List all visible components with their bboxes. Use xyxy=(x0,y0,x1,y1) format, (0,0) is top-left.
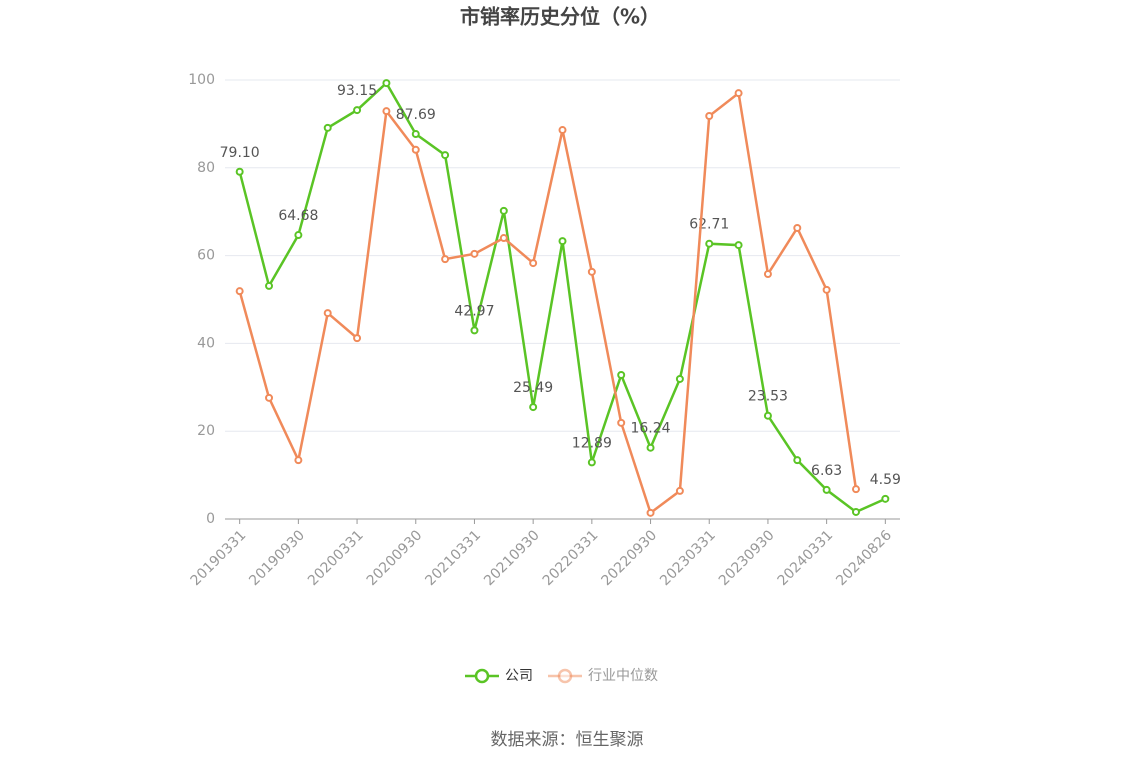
data-point xyxy=(587,267,596,276)
data-label: 12.89 xyxy=(572,435,612,451)
x-tick-label: 20240331 xyxy=(775,527,837,589)
legend-symbol xyxy=(474,668,490,684)
data-point xyxy=(558,126,567,135)
data-point xyxy=(675,374,684,383)
data-label: 64.68 xyxy=(278,208,318,224)
data-point xyxy=(822,485,831,494)
data-label: 87.69 xyxy=(396,107,436,123)
data-label: 79.10 xyxy=(220,145,260,161)
legend-symbol xyxy=(557,668,573,684)
source: 数据来源：恒生聚源 xyxy=(491,730,644,750)
data-point xyxy=(734,89,743,98)
x-tick-label: 20220930 xyxy=(598,527,660,589)
data-label: 16.24 xyxy=(630,421,670,437)
data-label: 93.15 xyxy=(337,83,377,99)
x-tick-label: 20230930 xyxy=(716,527,778,589)
data-point xyxy=(499,234,508,243)
data-point xyxy=(851,485,860,494)
data-point xyxy=(470,326,479,335)
data-point xyxy=(793,223,802,232)
data-point xyxy=(265,281,274,290)
data-point xyxy=(441,255,450,264)
data-point xyxy=(353,334,362,343)
data-point xyxy=(822,285,831,294)
series-line xyxy=(238,81,886,514)
y-tick-label: 100 xyxy=(188,72,215,88)
data-point xyxy=(470,249,479,258)
data-point xyxy=(382,107,391,116)
x-tick-label: 20210331 xyxy=(422,527,484,589)
data-point xyxy=(499,206,508,215)
data-point xyxy=(411,130,420,139)
data-point xyxy=(529,403,538,412)
data-point xyxy=(235,167,244,176)
data-point xyxy=(617,418,626,427)
data-point xyxy=(323,123,332,132)
data-point xyxy=(587,458,596,467)
data-point xyxy=(705,239,714,248)
data-point xyxy=(646,508,655,517)
data-label: 23.53 xyxy=(748,389,788,405)
data-point xyxy=(441,151,450,160)
data-point xyxy=(382,79,391,88)
data-point xyxy=(265,393,274,402)
series-line xyxy=(238,90,858,515)
data-label: 42.97 xyxy=(454,303,494,319)
y-tick-label: 60 xyxy=(197,248,215,264)
chart-title: 市销率历史分位（%） xyxy=(460,5,660,29)
x-tick-label: 20220331 xyxy=(540,527,602,589)
x-tick-label: 20210930 xyxy=(481,527,543,589)
data-point xyxy=(294,456,303,465)
data-point xyxy=(646,443,655,452)
data-point xyxy=(323,309,332,318)
y-tick-label: 80 xyxy=(197,160,215,176)
data-point xyxy=(763,411,772,420)
y-tick-label: 0 xyxy=(206,511,215,527)
x-tick-label: 20240826 xyxy=(833,527,895,589)
data-point xyxy=(353,106,362,115)
x-tick-label: 20200930 xyxy=(364,527,426,589)
y-tick-label: 40 xyxy=(197,335,215,351)
data-point xyxy=(793,456,802,465)
x-tick-label: 20230331 xyxy=(657,527,719,589)
data-point xyxy=(529,259,538,268)
legend-label: 公司 xyxy=(505,668,533,684)
data-point xyxy=(763,270,772,279)
data-label: 25.49 xyxy=(513,380,553,396)
data-point xyxy=(411,145,420,154)
data-label: 62.71 xyxy=(689,217,729,233)
x-tick-label: 20190930 xyxy=(246,527,308,589)
data-point xyxy=(294,231,303,240)
data-point xyxy=(235,287,244,296)
data-point xyxy=(558,237,567,246)
data-point xyxy=(705,111,714,120)
data-point xyxy=(617,371,626,380)
legend-label: 行业中位数 xyxy=(588,668,658,684)
y-tick-label: 20 xyxy=(197,423,215,439)
data-label: 4.59 xyxy=(870,472,901,488)
x-tick-label: 20200331 xyxy=(305,527,367,589)
x-tick-label: 20190331 xyxy=(188,527,250,589)
data-label: 6.63 xyxy=(811,463,842,479)
data-point xyxy=(675,486,684,495)
data-point xyxy=(881,494,890,503)
data-point xyxy=(851,507,860,516)
data-point xyxy=(734,241,743,250)
